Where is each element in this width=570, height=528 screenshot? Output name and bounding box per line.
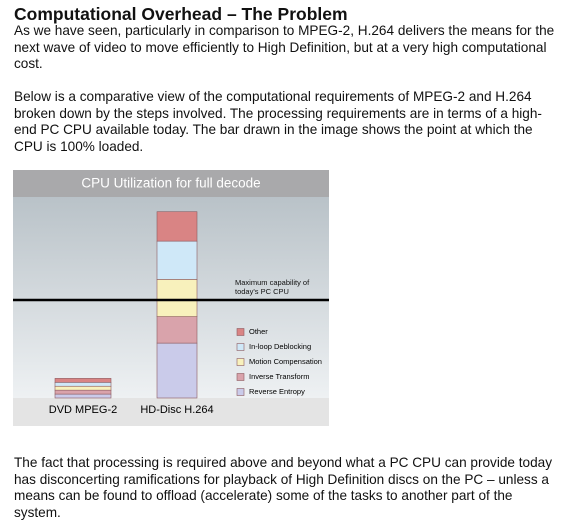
x-tick-label: HD-Disc H.264 xyxy=(140,404,213,416)
bar-segment xyxy=(54,393,112,399)
legend-swatch xyxy=(236,373,245,381)
x-tick-label: DVD MPEG-2 xyxy=(49,404,117,416)
bar-segment xyxy=(54,378,112,383)
legend-label: Motion Compensation xyxy=(249,357,322,366)
bar-segment xyxy=(54,385,112,391)
bar-segment xyxy=(156,342,198,399)
bar-segment xyxy=(54,382,112,387)
legend-label: In-loop Deblocking xyxy=(249,342,311,351)
bar-segment xyxy=(54,389,112,395)
chart-title: CPU Utilization for full decode xyxy=(81,176,260,191)
legend-swatch xyxy=(236,358,245,366)
title-band xyxy=(13,170,329,197)
legend-label: Other xyxy=(249,327,268,336)
chart: CPU Utilization for full decode DVD MPEG… xyxy=(13,170,329,426)
bar-segment xyxy=(156,211,198,242)
paragraph: Below is a comparative view of the compu… xyxy=(14,89,542,154)
legend-swatch xyxy=(236,328,245,336)
bar-segment xyxy=(156,240,198,280)
legend-label: Inverse Transform xyxy=(249,372,309,381)
label-band xyxy=(13,398,329,426)
legend-label: Reverse Entropy xyxy=(249,387,305,396)
reference-label-box: Maximum capability of today's PC CPU xyxy=(235,277,310,296)
legend-swatch xyxy=(236,343,245,351)
paragraph: As we have seen, particularly in compari… xyxy=(14,23,555,71)
reference-label: Maximum capability of today's PC CPU xyxy=(235,277,310,296)
bar-segment xyxy=(156,279,198,317)
paragraph: The fact that processing is required abo… xyxy=(14,455,553,520)
legend-swatch xyxy=(236,388,245,396)
bar-segment xyxy=(156,316,198,344)
heading: Computational Overhead – The Problem xyxy=(14,4,348,24)
